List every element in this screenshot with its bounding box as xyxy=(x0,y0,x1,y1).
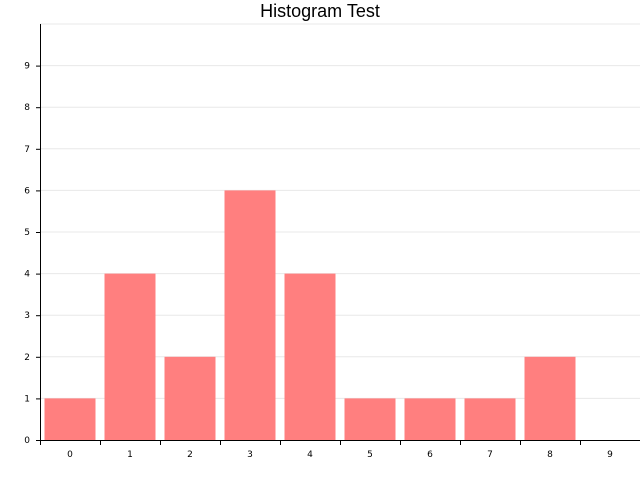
bar-0 xyxy=(44,398,96,440)
x-tick-label-7: 7 xyxy=(487,450,493,460)
x-tick-label-9: 9 xyxy=(607,450,613,460)
x-tick-label-8: 8 xyxy=(547,450,553,460)
y-tick-label-9: 9 xyxy=(24,62,30,72)
y-tick-label-4: 4 xyxy=(24,270,30,280)
bar-2 xyxy=(164,356,216,440)
y-tick-label-0: 0 xyxy=(24,436,30,446)
bar-1 xyxy=(104,273,156,440)
x-tick-label-0: 0 xyxy=(67,450,73,460)
y-tick-label-5: 5 xyxy=(24,228,30,238)
y-tick-label-1: 1 xyxy=(24,394,30,404)
x-tick-label-2: 2 xyxy=(187,450,193,460)
y-tick-label-8: 8 xyxy=(24,103,30,113)
bar-6 xyxy=(404,398,456,440)
x-tick-label-6: 6 xyxy=(427,450,433,460)
x-tick-label-5: 5 xyxy=(367,450,373,460)
y-tick-label-7: 7 xyxy=(24,145,30,155)
bar-8 xyxy=(524,356,576,440)
bar-4 xyxy=(284,273,336,440)
chart-title: Histogram Test xyxy=(260,1,380,21)
x-tick-label-1: 1 xyxy=(127,450,133,460)
x-tick-label-3: 3 xyxy=(247,450,253,460)
x-tick-label-4: 4 xyxy=(307,450,313,460)
y-tick-label-6: 6 xyxy=(24,186,30,196)
y-tick-label-2: 2 xyxy=(24,353,30,363)
bar-7 xyxy=(464,398,516,440)
bar-5 xyxy=(344,398,396,440)
y-tick-label-3: 3 xyxy=(24,311,30,321)
bar-3 xyxy=(224,190,276,440)
